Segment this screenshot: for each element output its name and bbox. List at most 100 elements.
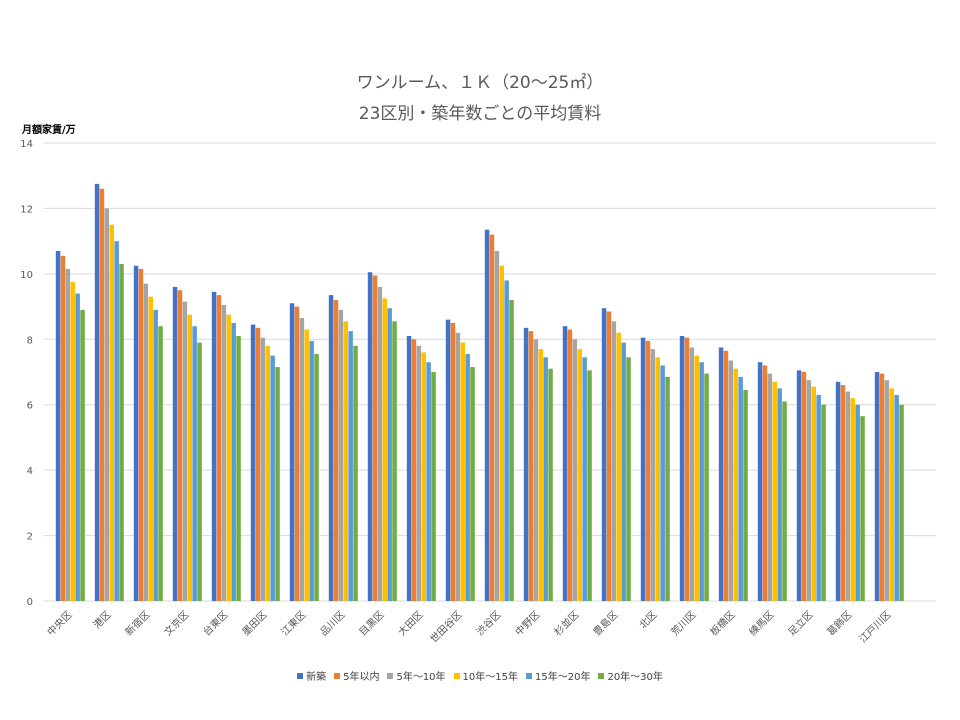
bar xyxy=(455,332,461,601)
bar xyxy=(148,296,153,601)
bar xyxy=(538,349,543,601)
bar xyxy=(767,373,773,601)
bar xyxy=(899,404,904,601)
bar xyxy=(499,265,504,601)
bar xyxy=(143,283,149,601)
bar xyxy=(114,241,119,601)
chart-title-line-1: ワンルーム、１Ｋ（20～25㎡） xyxy=(356,73,604,93)
bar xyxy=(250,324,256,601)
bars xyxy=(55,183,904,602)
legend-item: 15年～20年 xyxy=(526,668,590,683)
bar xyxy=(884,380,890,601)
x-tick-label: 板橋区 xyxy=(707,608,737,638)
legend-swatch xyxy=(453,672,460,679)
bar xyxy=(577,349,582,601)
x-tick-label: 墨田区 xyxy=(240,609,270,639)
bar xyxy=(450,322,456,601)
bar xyxy=(216,295,222,601)
x-tick-label: 品川区 xyxy=(318,609,348,639)
bar xyxy=(523,327,529,601)
bar xyxy=(192,326,197,601)
bar xyxy=(75,293,80,601)
bar xyxy=(694,355,699,601)
bar xyxy=(684,337,690,601)
bar xyxy=(309,340,314,601)
bar xyxy=(153,309,158,601)
y-tick-labels: 0 2 4 6 8 10 12 14 xyxy=(20,139,33,608)
bar xyxy=(494,250,500,601)
legend-label: 新築 xyxy=(306,672,327,683)
chart-title-line-2: 23区別・築年数ごとの平均賃料 xyxy=(358,104,602,124)
legend: 新築 5年以内 5年～10年 10年～15年 15年～20年 20年～30年 xyxy=(0,668,960,683)
bar xyxy=(626,357,631,601)
bar xyxy=(411,339,417,601)
legend-item: 5年～10年 xyxy=(387,668,446,683)
bar xyxy=(211,291,217,601)
bar xyxy=(270,355,275,601)
bar xyxy=(572,339,578,601)
bar xyxy=(528,331,534,601)
bar xyxy=(445,319,451,601)
legend-swatch xyxy=(297,672,304,679)
legend-item: 20年～30年 xyxy=(598,668,663,683)
legend-label: 5年以内 xyxy=(343,672,380,683)
bar xyxy=(665,376,670,601)
legend-swatch xyxy=(387,672,394,679)
bar xyxy=(333,300,339,601)
bar xyxy=(645,340,651,601)
legend-label: 10年～15年 xyxy=(462,672,518,683)
bar xyxy=(757,362,763,601)
bar xyxy=(255,327,261,601)
bar xyxy=(392,321,397,601)
bar xyxy=(94,183,100,601)
bar xyxy=(567,329,573,601)
bar xyxy=(367,272,373,601)
bar xyxy=(99,188,105,602)
x-tick-label: 江戸川区 xyxy=(857,609,894,646)
x-tick-label: 台東区 xyxy=(200,608,230,638)
bar xyxy=(772,381,777,601)
bar xyxy=(733,368,738,601)
bar xyxy=(777,388,782,601)
x-tick-label: 渋谷区 xyxy=(473,608,503,638)
legend-swatch xyxy=(334,672,341,679)
bar xyxy=(328,295,334,601)
legend-item: 新築 xyxy=(297,668,326,683)
bar xyxy=(80,309,85,601)
bar xyxy=(601,308,607,601)
bar xyxy=(650,349,656,601)
bar xyxy=(65,268,71,601)
x-tick-label: 杉並区 xyxy=(551,608,581,638)
bar xyxy=(431,372,436,601)
bar xyxy=(416,345,422,601)
bar xyxy=(177,290,183,601)
bar xyxy=(587,370,592,601)
bar xyxy=(382,298,387,601)
bar xyxy=(348,331,353,601)
bar xyxy=(343,321,348,601)
y-tick-label: 0 xyxy=(27,597,33,608)
bar xyxy=(104,208,110,601)
bar xyxy=(504,280,509,601)
legend-label: 15年～20年 xyxy=(535,672,591,683)
bar xyxy=(55,250,61,601)
bar xyxy=(699,362,704,601)
bar xyxy=(874,372,880,601)
bar xyxy=(606,311,612,601)
y-tick-label: 12 xyxy=(20,204,33,215)
bar xyxy=(197,342,202,601)
x-tick-label: 大田区 xyxy=(395,608,425,638)
bar xyxy=(158,326,163,601)
y-tick-label: 6 xyxy=(27,401,33,412)
bar xyxy=(811,386,816,601)
bar xyxy=(489,234,495,601)
y-tick-label: 8 xyxy=(27,335,33,346)
bar xyxy=(879,373,885,601)
bar xyxy=(621,342,626,601)
bar xyxy=(640,337,646,601)
bar xyxy=(616,332,621,601)
bar xyxy=(850,398,855,601)
bar xyxy=(582,357,587,601)
bar xyxy=(796,370,802,601)
